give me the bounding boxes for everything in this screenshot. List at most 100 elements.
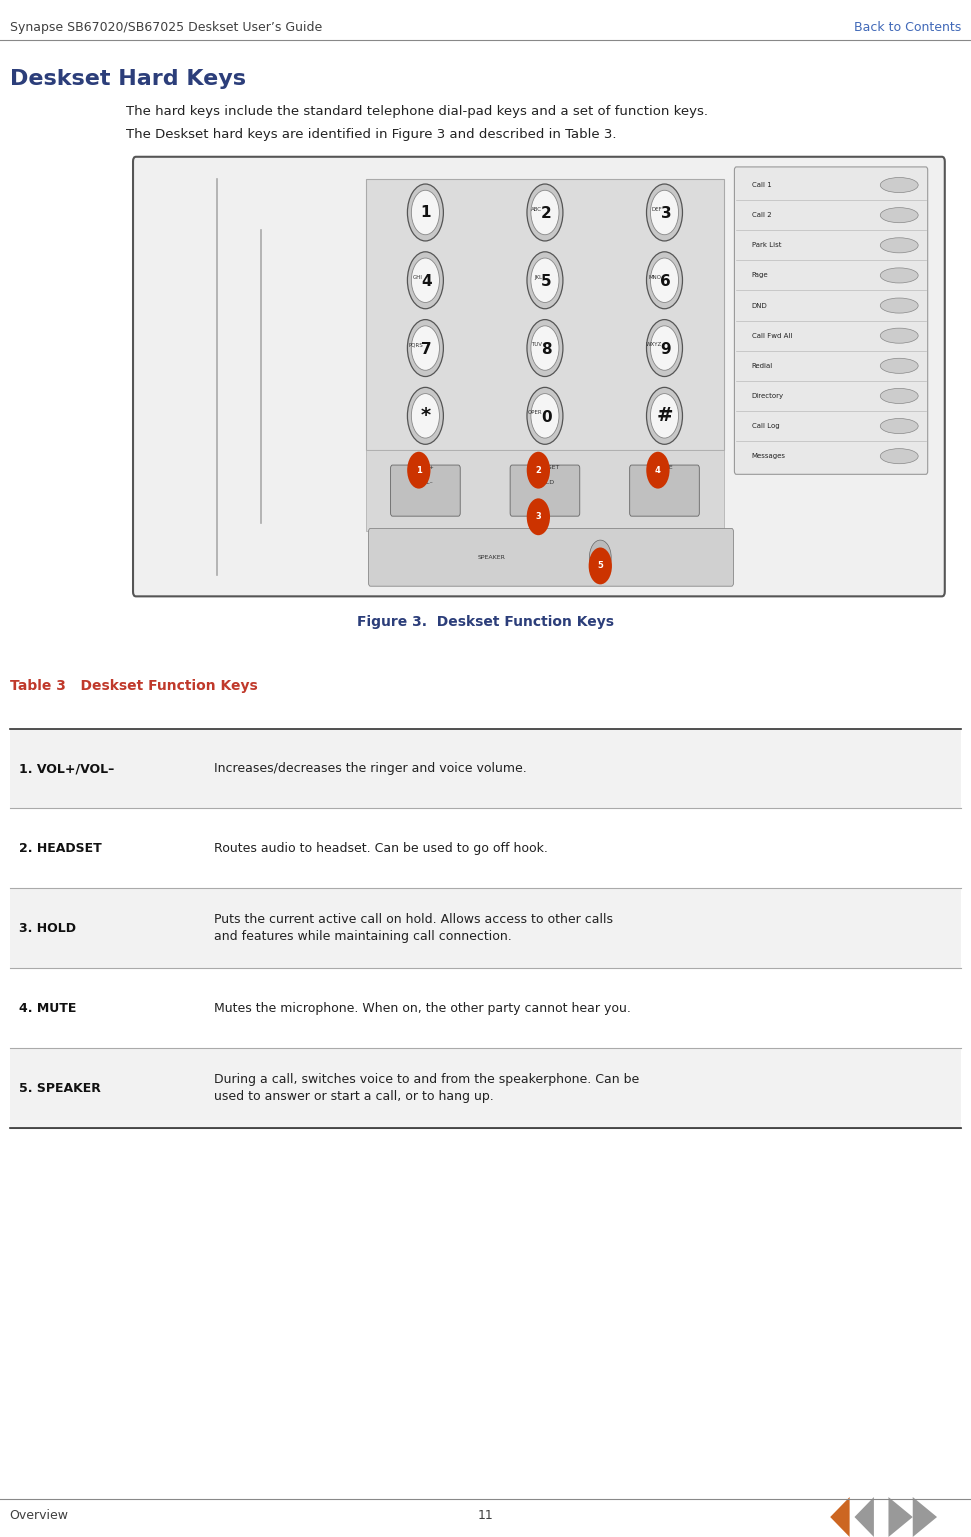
- Text: Park List: Park List: [752, 243, 781, 249]
- Ellipse shape: [881, 389, 919, 403]
- Circle shape: [412, 191, 440, 235]
- Circle shape: [527, 184, 563, 241]
- Circle shape: [412, 393, 440, 438]
- FancyBboxPatch shape: [369, 529, 733, 586]
- Circle shape: [407, 452, 430, 489]
- Text: WXYZ: WXYZ: [646, 343, 662, 347]
- Text: OPER: OPER: [528, 410, 543, 415]
- Text: ABC: ABC: [531, 207, 543, 212]
- Circle shape: [526, 452, 550, 489]
- Text: 6: 6: [660, 274, 671, 289]
- Text: The Deskset hard keys are identified in Figure 3 and described in Table 3.: The Deskset hard keys are identified in …: [126, 128, 617, 140]
- Text: Increases/decreases the ringer and voice volume.: Increases/decreases the ringer and voice…: [214, 762, 526, 775]
- Text: Call 1: Call 1: [752, 181, 771, 188]
- Text: 9: 9: [660, 341, 671, 357]
- Text: HOLD: HOLD: [536, 480, 554, 486]
- Circle shape: [527, 320, 563, 377]
- Text: MNO: MNO: [649, 275, 662, 280]
- Text: SPEAKER: SPEAKER: [478, 555, 506, 559]
- Text: 2: 2: [541, 206, 552, 221]
- FancyBboxPatch shape: [629, 466, 699, 516]
- Text: 5. SPEAKER: 5. SPEAKER: [19, 1082, 101, 1094]
- Circle shape: [647, 252, 683, 309]
- Text: 4. MUTE: 4. MUTE: [19, 1002, 77, 1014]
- Text: *: *: [420, 406, 430, 426]
- Text: 11: 11: [478, 1509, 493, 1522]
- Text: Table 3   Deskset Function Keys: Table 3 Deskset Function Keys: [10, 679, 257, 693]
- Text: The hard keys include the standard telephone dial-pad keys and a set of function: The hard keys include the standard telep…: [126, 105, 708, 117]
- Text: Redial: Redial: [752, 363, 773, 369]
- Polygon shape: [830, 1497, 850, 1537]
- Circle shape: [412, 326, 440, 370]
- Circle shape: [647, 320, 683, 377]
- Circle shape: [527, 252, 563, 309]
- Text: During a call, switches voice to and from the speakerphone. Can be
used to answe: During a call, switches voice to and fro…: [214, 1073, 639, 1104]
- Ellipse shape: [881, 418, 919, 433]
- Text: 1: 1: [420, 204, 431, 220]
- Circle shape: [408, 252, 444, 309]
- Polygon shape: [888, 1497, 913, 1537]
- Text: Directory: Directory: [752, 393, 784, 400]
- Circle shape: [531, 393, 559, 438]
- Circle shape: [412, 258, 440, 303]
- Circle shape: [527, 387, 563, 444]
- Text: Call Fwd All: Call Fwd All: [752, 332, 792, 338]
- Text: Synapse SB67020/SB67025 Deskset User’s Guide: Synapse SB67020/SB67025 Deskset User’s G…: [10, 22, 322, 34]
- Text: MUTE: MUTE: [655, 466, 673, 470]
- Circle shape: [408, 184, 444, 241]
- Circle shape: [408, 320, 444, 377]
- Bar: [10, 888, 961, 968]
- Text: VOL+: VOL+: [417, 466, 434, 470]
- Text: 8: 8: [541, 341, 552, 357]
- Text: PQRS: PQRS: [408, 343, 422, 347]
- Circle shape: [647, 387, 683, 444]
- Text: 7: 7: [421, 341, 432, 357]
- Circle shape: [647, 452, 670, 489]
- Text: 4: 4: [655, 466, 661, 475]
- Text: #: #: [656, 406, 673, 426]
- Text: Back to Contents: Back to Contents: [854, 22, 961, 34]
- Circle shape: [651, 191, 679, 235]
- Text: DND: DND: [752, 303, 767, 309]
- Text: 3: 3: [535, 512, 541, 521]
- Circle shape: [651, 326, 679, 370]
- Text: 0: 0: [541, 410, 552, 424]
- Text: JKL: JKL: [534, 275, 543, 280]
- Text: GHI: GHI: [413, 275, 422, 280]
- Text: Call Log: Call Log: [752, 423, 779, 429]
- FancyBboxPatch shape: [390, 466, 460, 516]
- Text: 3: 3: [660, 206, 671, 221]
- Circle shape: [651, 393, 679, 438]
- Text: HEADSET: HEADSET: [530, 466, 559, 470]
- Text: Mutes the microphone. When on, the other party cannot hear you.: Mutes the microphone. When on, the other…: [214, 1002, 630, 1014]
- Circle shape: [531, 258, 559, 303]
- Ellipse shape: [881, 358, 919, 373]
- Ellipse shape: [881, 207, 919, 223]
- Circle shape: [647, 184, 683, 241]
- Text: Puts the current active call on hold. Allows access to other calls
and features : Puts the current active call on hold. Al…: [214, 913, 613, 944]
- FancyBboxPatch shape: [510, 466, 580, 516]
- Text: Call 2: Call 2: [752, 212, 771, 218]
- Text: 5: 5: [597, 561, 603, 570]
- Circle shape: [589, 539, 611, 575]
- Bar: [10, 729, 961, 808]
- Text: TUV: TUV: [531, 343, 543, 347]
- FancyBboxPatch shape: [734, 168, 927, 475]
- Ellipse shape: [881, 449, 919, 464]
- Text: Deskset Hard Keys: Deskset Hard Keys: [10, 69, 246, 89]
- Bar: [366, 450, 724, 532]
- Polygon shape: [854, 1497, 874, 1537]
- FancyBboxPatch shape: [133, 157, 945, 596]
- Ellipse shape: [881, 238, 919, 252]
- Text: Overview: Overview: [10, 1509, 69, 1522]
- Ellipse shape: [881, 267, 919, 283]
- Circle shape: [651, 258, 679, 303]
- Bar: [366, 178, 724, 450]
- Bar: [10, 1048, 961, 1128]
- Text: Messages: Messages: [752, 453, 786, 460]
- Polygon shape: [913, 1497, 937, 1537]
- Ellipse shape: [881, 298, 919, 314]
- Text: 3. HOLD: 3. HOLD: [19, 922, 77, 934]
- Text: 1. VOL+/VOL–: 1. VOL+/VOL–: [19, 762, 115, 775]
- Text: 2. HEADSET: 2. HEADSET: [19, 842, 102, 855]
